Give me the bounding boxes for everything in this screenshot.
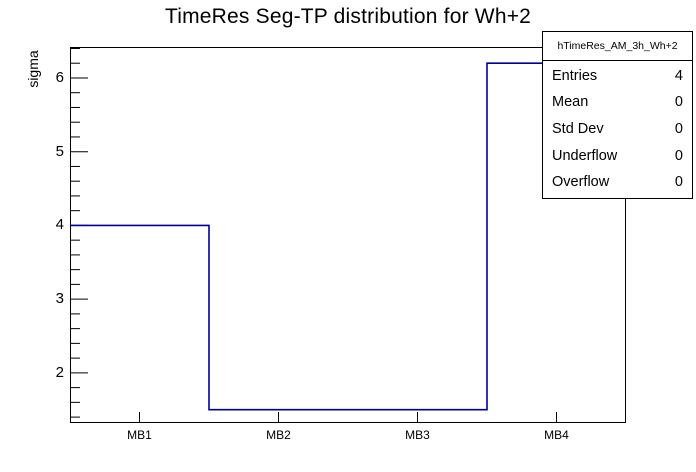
y-tick-label: 6 (55, 68, 64, 86)
stats-label: Entries (552, 67, 598, 84)
stats-label: Std Dev (552, 120, 604, 137)
plot-frame (70, 47, 626, 423)
stats-label: Mean (552, 94, 589, 111)
stats-row-mean: Mean 0 (552, 95, 683, 110)
stats-rows: Entries 4 Mean 0 Std Dev 0 Underflow 0 O… (543, 61, 692, 198)
histogram-step-line (70, 62, 626, 411)
stats-value: 0 (674, 120, 683, 137)
y-tick-label: 4 (55, 216, 64, 234)
stats-box: hTimeRes_AM_3h_Wh+2 Entries 4 Mean 0 Std… (542, 31, 693, 199)
stats-label: Underflow (552, 147, 618, 164)
x-tick-label: MB2 (266, 428, 291, 442)
stats-row-overflow: Overflow 0 (552, 175, 683, 190)
stats-label: Overflow (552, 174, 610, 191)
y-tick-label: 3 (55, 290, 64, 308)
stats-box-title: hTimeRes_AM_3h_Wh+2 (543, 32, 692, 61)
x-tick-label: MB1 (127, 428, 152, 442)
stats-row-entries: Entries 4 (552, 67, 683, 84)
y-tick-label: 5 (55, 142, 64, 160)
histogram-svg (70, 47, 626, 423)
stats-value: 0 (674, 147, 683, 164)
stats-value: 0 (674, 94, 683, 111)
y-tick-label: 2 (55, 363, 64, 381)
x-tick-label: MB4 (544, 428, 569, 442)
stats-value: 4 (674, 67, 683, 84)
chart-title: TimeRes Seg-TP distribution for Wh+2 (164, 5, 532, 28)
stats-row-underflow: Underflow 0 (552, 147, 683, 164)
stats-value: 0 (674, 174, 683, 191)
x-tick-label: MB3 (405, 428, 430, 442)
axis-ticks (70, 47, 557, 423)
stats-row-stddev: Std Dev 0 (552, 120, 683, 137)
